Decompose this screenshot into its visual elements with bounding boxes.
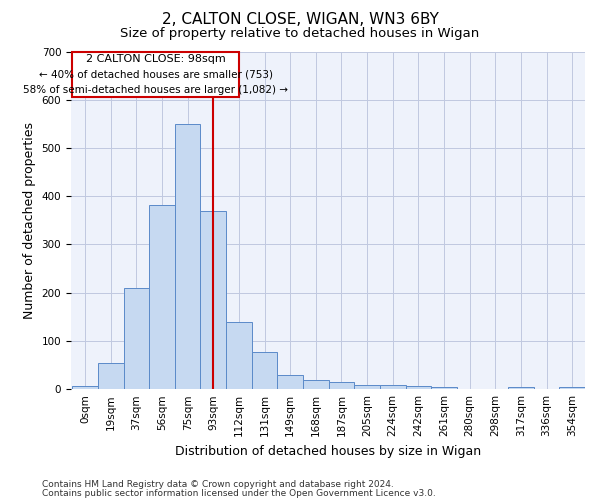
Text: Size of property relative to detached houses in Wigan: Size of property relative to detached ho… bbox=[121, 28, 479, 40]
Bar bbox=[406, 386, 431, 389]
Bar bbox=[252, 352, 277, 389]
Y-axis label: Number of detached properties: Number of detached properties bbox=[23, 122, 36, 319]
Bar bbox=[380, 385, 406, 389]
Bar bbox=[559, 387, 585, 389]
FancyBboxPatch shape bbox=[72, 52, 239, 98]
Text: ← 40% of detached houses are smaller (753): ← 40% of detached houses are smaller (75… bbox=[38, 70, 272, 80]
Bar bbox=[98, 363, 124, 389]
Bar bbox=[277, 374, 303, 389]
Bar bbox=[354, 386, 380, 389]
Text: Contains public sector information licensed under the Open Government Licence v3: Contains public sector information licen… bbox=[42, 488, 436, 498]
Bar bbox=[72, 386, 98, 389]
Bar bbox=[226, 322, 252, 389]
Text: 58% of semi-detached houses are larger (1,082) →: 58% of semi-detached houses are larger (… bbox=[23, 84, 288, 94]
Bar bbox=[175, 124, 200, 389]
Bar bbox=[508, 387, 534, 389]
X-axis label: Distribution of detached houses by size in Wigan: Distribution of detached houses by size … bbox=[175, 444, 481, 458]
Bar bbox=[200, 210, 226, 389]
Text: 2 CALTON CLOSE: 98sqm: 2 CALTON CLOSE: 98sqm bbox=[86, 54, 226, 64]
Bar bbox=[329, 382, 354, 389]
Bar bbox=[124, 288, 149, 389]
Text: 2, CALTON CLOSE, WIGAN, WN3 6BY: 2, CALTON CLOSE, WIGAN, WN3 6BY bbox=[161, 12, 439, 28]
Text: Contains HM Land Registry data © Crown copyright and database right 2024.: Contains HM Land Registry data © Crown c… bbox=[42, 480, 394, 489]
Bar bbox=[431, 387, 457, 389]
Bar bbox=[303, 380, 329, 389]
Bar bbox=[149, 206, 175, 389]
